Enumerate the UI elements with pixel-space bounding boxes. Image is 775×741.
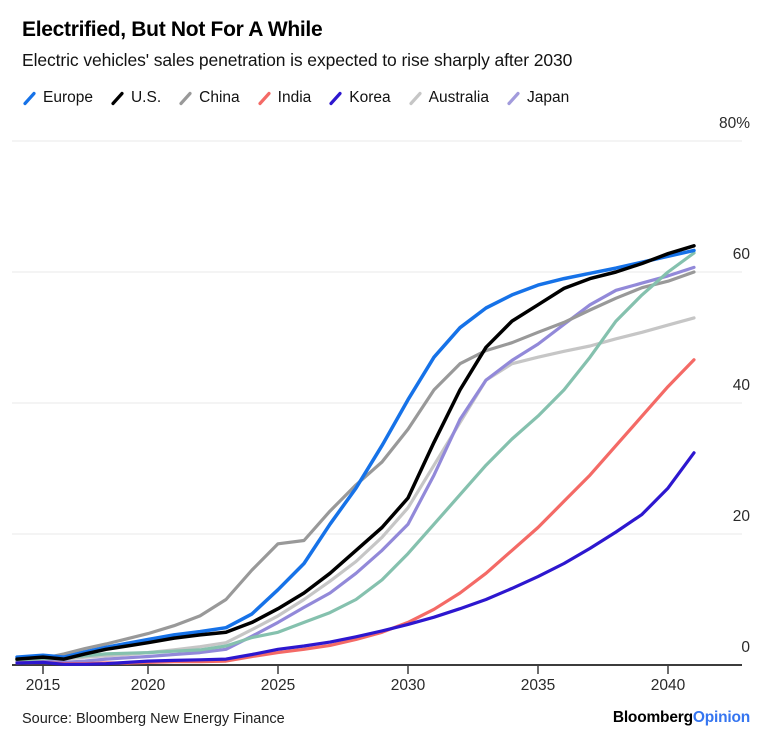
bloomberg-opinion-logo: BloombergOpinion (613, 709, 750, 727)
legend-label: Japan (526, 89, 570, 106)
x-tick-label-2015: 2015 (25, 677, 61, 694)
legend-slash-icon (329, 91, 342, 105)
legend-slash-icon (258, 91, 271, 105)
x-tick-label-2035: 2035 (520, 677, 556, 694)
x-tick-label-2025: 2025 (260, 677, 296, 694)
legend-label: U.S. (130, 89, 162, 106)
legend-label: India (277, 89, 312, 106)
legend-slash-icon (179, 91, 192, 105)
y-tick-label-20: 20 (732, 508, 750, 525)
legend-label: China (199, 89, 240, 106)
legend-slash-icon (111, 91, 124, 105)
legend-item-us: U.S. (110, 89, 161, 107)
brand-opinion: Opinion (692, 709, 750, 726)
line-unlabeled-teal (15, 251, 696, 662)
x-tick-label-2020: 2020 (130, 677, 166, 694)
chart-legend: Europe U.S. China India Korea Australia Japan (22, 89, 569, 107)
legend-item-europe: Europe (22, 89, 93, 107)
line-japan (15, 265, 696, 664)
x-tick-label-2040: 2040 (650, 677, 686, 694)
legend-item-korea: Korea (328, 89, 391, 107)
page-title: Electrified, But Not For A While (22, 18, 323, 41)
y-tick-label-40: 40 (732, 377, 750, 394)
legend-slash-icon (23, 91, 36, 105)
legend-item-japan: Japan (506, 89, 569, 107)
line-china (15, 270, 696, 662)
y-tick-label-60: 60 (732, 246, 750, 263)
line-europe (15, 248, 696, 659)
y-tick-label-0: 0 (741, 639, 750, 656)
legend-slash-icon (409, 91, 422, 105)
legend-item-china: China (178, 89, 240, 107)
source-note: Source: Bloomberg New Energy Finance (22, 711, 285, 727)
line-us (15, 244, 696, 661)
legend-label: Europe (43, 89, 93, 106)
legend-label: Australia (428, 89, 489, 106)
legend-item-australia: Australia (408, 89, 489, 107)
brand-bloomberg: Bloomberg (612, 709, 693, 726)
legend-label: Korea (349, 89, 391, 106)
x-tick-label-2030: 2030 (390, 677, 426, 694)
legend-slash-icon (507, 91, 520, 105)
line-korea (15, 451, 696, 666)
chart-subtitle: Electric vehicles' sales penetration is … (22, 50, 573, 70)
line-india (15, 358, 696, 666)
legend-item-india: India (257, 89, 312, 107)
y-tick-label-80: 80% (718, 115, 750, 132)
